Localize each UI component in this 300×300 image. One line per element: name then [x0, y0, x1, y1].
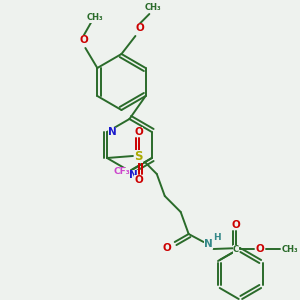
Text: CF₃: CF₃: [114, 167, 130, 176]
Text: CH₃: CH₃: [87, 14, 104, 22]
Text: CH₃: CH₃: [281, 244, 298, 253]
Text: O: O: [232, 220, 240, 230]
Text: O: O: [256, 244, 264, 254]
Text: S: S: [135, 149, 143, 163]
Text: CH₃: CH₃: [145, 4, 162, 13]
Text: H: H: [213, 233, 220, 242]
Text: O: O: [79, 35, 88, 45]
Text: O: O: [135, 23, 144, 33]
Text: N: N: [129, 170, 138, 180]
Text: C: C: [233, 244, 239, 253]
Text: N: N: [204, 239, 213, 249]
Text: O: O: [162, 243, 171, 253]
Text: O: O: [134, 175, 143, 185]
Text: O: O: [134, 127, 143, 137]
Text: N: N: [108, 127, 116, 137]
